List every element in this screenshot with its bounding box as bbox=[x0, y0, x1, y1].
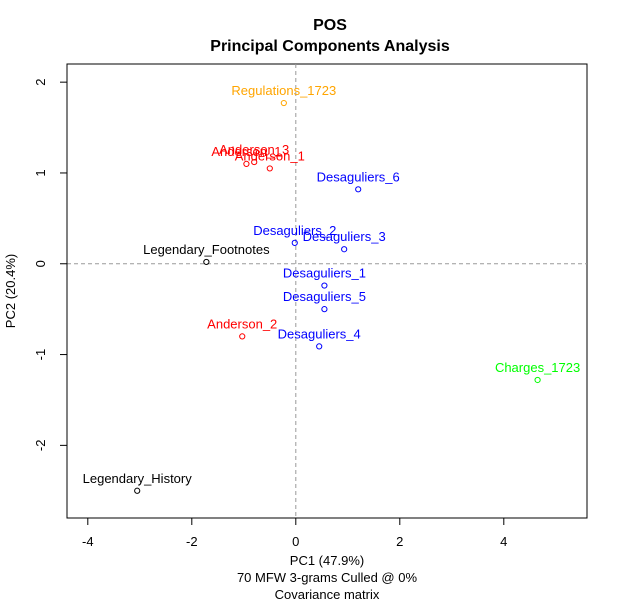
y-tick-label: 2 bbox=[33, 79, 48, 86]
data-point bbox=[203, 258, 210, 266]
x-axis-sublabel-mfw: 70 MFW 3-grams Culled @ 0% bbox=[237, 570, 418, 585]
point-label: Anderson_2 bbox=[207, 316, 277, 331]
x-tick-label: 0 bbox=[292, 534, 299, 549]
x-tick-label: -4 bbox=[82, 534, 94, 549]
point-label: Anderson_3 bbox=[219, 142, 289, 157]
y-axis-label: PC2 (20.4%) bbox=[3, 254, 18, 328]
point-label: Desaguliers_6 bbox=[317, 169, 400, 184]
data-point bbox=[534, 376, 541, 384]
y-tick-label: -1 bbox=[33, 349, 48, 361]
reference-lines bbox=[67, 64, 587, 518]
point-label: Regulations_1723 bbox=[231, 83, 336, 98]
point-label: Charges_1723 bbox=[495, 360, 580, 375]
x-axis-label: PC1 (47.9%) bbox=[290, 553, 364, 568]
data-point bbox=[316, 343, 323, 350]
point-label: Anderson_1 bbox=[211, 144, 281, 159]
y-tick-label: 1 bbox=[33, 169, 48, 176]
chart-subtitle: Principal Components Analysis bbox=[210, 38, 450, 55]
data-point bbox=[280, 99, 287, 107]
point-label: Legendary_History bbox=[83, 471, 193, 486]
point-label: Desaguliers_5 bbox=[283, 289, 366, 304]
point-label: Desaguliers_1 bbox=[283, 266, 366, 281]
data-point bbox=[291, 239, 298, 246]
data-points: Regulations_1723Anderson_3Anderson_1Ande… bbox=[83, 83, 580, 494]
data-point bbox=[134, 487, 141, 494]
chart-title: POS bbox=[313, 17, 347, 34]
x-tick-label: 4 bbox=[500, 534, 507, 549]
x-axis: -4 -2 0 2 4 bbox=[82, 517, 507, 549]
data-point bbox=[243, 160, 250, 167]
x-axis-sublabel-matrix: Covariance matrix bbox=[275, 587, 380, 602]
data-point bbox=[266, 165, 273, 172]
y-tick-label: 0 bbox=[33, 260, 48, 267]
data-point bbox=[321, 306, 328, 313]
y-tick-label: -2 bbox=[33, 440, 48, 452]
data-point bbox=[321, 282, 328, 289]
point-label: Desaguliers_4 bbox=[278, 326, 361, 341]
data-point bbox=[341, 246, 348, 253]
y-axis: -2 -1 0 1 2 bbox=[33, 79, 68, 452]
x-tick-label: -2 bbox=[186, 534, 198, 549]
data-point bbox=[355, 186, 362, 193]
point-label: Desaguliers_3 bbox=[303, 229, 386, 244]
data-point bbox=[251, 158, 258, 166]
x-tick-label: 2 bbox=[396, 534, 403, 549]
point-label: Desaguliers_2 bbox=[253, 223, 336, 238]
point-label: Anderson_1 bbox=[235, 148, 305, 163]
data-point bbox=[239, 333, 246, 340]
point-label: Legendary_Footnotes bbox=[143, 242, 270, 257]
